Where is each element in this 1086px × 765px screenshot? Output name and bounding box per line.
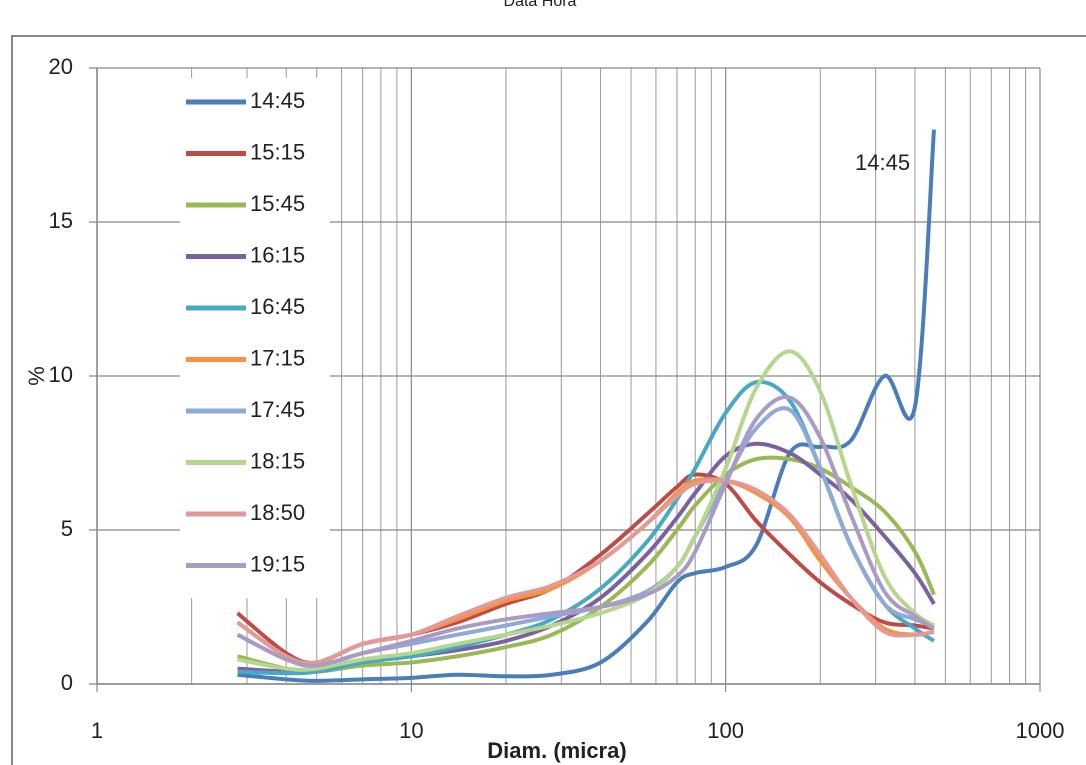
legend-label: 18:50 <box>250 500 305 525</box>
y-tick-label: 20 <box>49 54 73 79</box>
y-tick-label: 0 <box>61 670 73 695</box>
y-axis-label: % <box>24 366 49 386</box>
x-tick-label: 100 <box>707 718 744 743</box>
legend-label: 17:15 <box>250 345 305 370</box>
legend-label: 16:45 <box>250 294 305 319</box>
series-line <box>237 129 936 683</box>
x-tick-label: 1 <box>91 718 103 743</box>
legend-label: 18:15 <box>250 448 305 473</box>
legend-label: 15:15 <box>250 139 305 164</box>
legend-label: 16:15 <box>250 242 305 267</box>
x-tick-label: 10 <box>399 718 423 743</box>
legend-box <box>180 78 330 598</box>
y-tick-label: 15 <box>49 208 73 233</box>
series-line <box>237 349 936 672</box>
series-line <box>236 395 936 668</box>
x-tick-label: 1000 <box>1016 718 1065 743</box>
legend-label: 19:15 <box>250 551 305 576</box>
legend-label: 14:45 <box>250 88 305 113</box>
legend-label: 15:45 <box>250 191 305 216</box>
x-axis-label: Diam. (micra) <box>487 738 626 763</box>
series-line <box>237 455 936 674</box>
series-line <box>236 478 935 666</box>
chart-frame <box>11 35 1086 765</box>
chart-title: Data Hora <box>504 0 577 10</box>
y-tick-label: 10 <box>49 362 73 387</box>
annotation: 14:45 <box>855 150 910 175</box>
legend-label: 17:45 <box>250 397 305 422</box>
y-tick-label: 5 <box>61 516 73 541</box>
